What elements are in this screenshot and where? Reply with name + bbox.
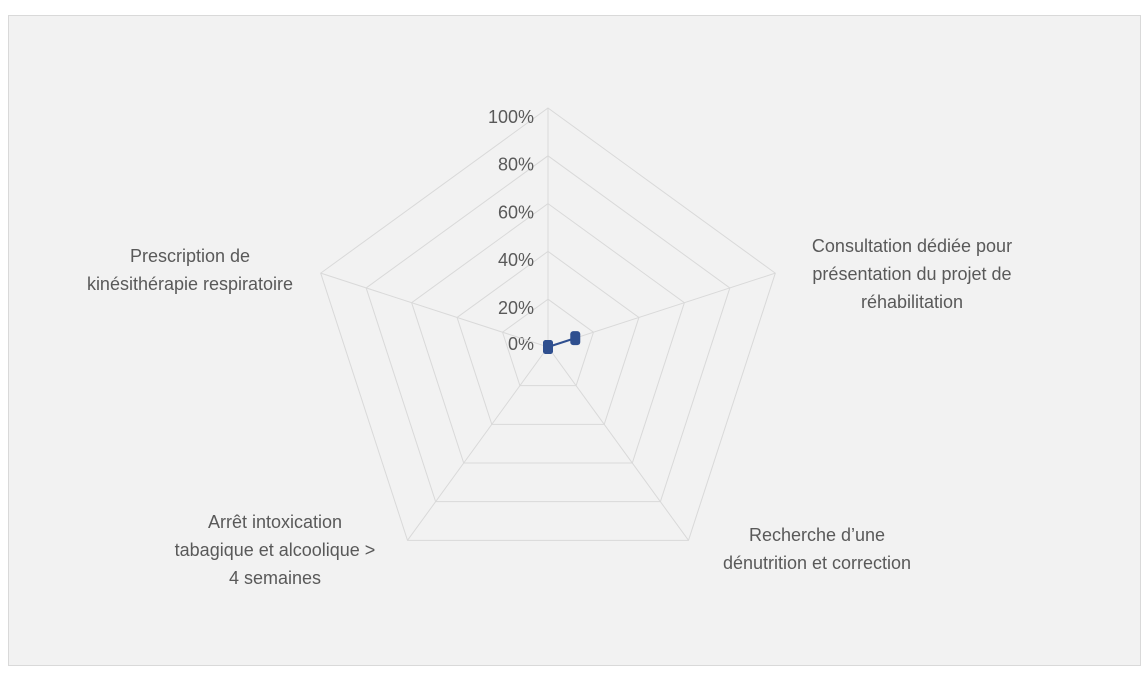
- r-tick-label: 60%: [498, 202, 534, 222]
- grid-ring: [456, 250, 640, 425]
- r-tick-label: 40%: [498, 250, 534, 270]
- spoke: [547, 272, 776, 348]
- grid-ring: [320, 107, 776, 541]
- grid-ring: [365, 155, 731, 503]
- data-point: [570, 331, 581, 346]
- category-label: Consultation dédiée pour présentation du…: [811, 236, 1013, 312]
- spoke: [547, 346, 689, 541]
- grid-ring: [411, 202, 685, 464]
- r-tick-label: 80%: [498, 155, 534, 175]
- grid-ring: [501, 298, 595, 387]
- category-label: Recherche d’une dénutrition et correctio…: [722, 525, 912, 573]
- spoke: [407, 346, 549, 541]
- data-point: [543, 340, 553, 354]
- spoke: [320, 272, 549, 348]
- r-tick-label: 0%: [508, 334, 534, 354]
- category-label: Arrêt intoxication tabagique et alcooliq…: [174, 512, 376, 588]
- r-tick-label: 100%: [488, 107, 534, 127]
- category-label: Prescription de kinésithérapie respirato…: [86, 246, 294, 294]
- r-tick-label: 20%: [498, 298, 534, 318]
